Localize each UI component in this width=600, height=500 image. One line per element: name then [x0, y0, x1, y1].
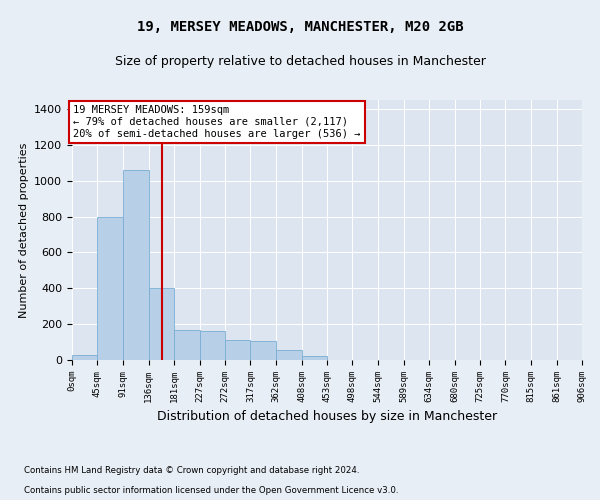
Bar [225, 340, 250, 360]
Text: Size of property relative to detached houses in Manchester: Size of property relative to detached ho… [115, 55, 485, 68]
Bar [174, 330, 200, 360]
Bar [123, 170, 149, 360]
Y-axis label: Number of detached properties: Number of detached properties [19, 142, 29, 318]
Text: Contains public sector information licensed under the Open Government Licence v3: Contains public sector information licen… [24, 486, 398, 495]
X-axis label: Distribution of detached houses by size in Manchester: Distribution of detached houses by size … [157, 410, 497, 424]
Bar [200, 332, 225, 360]
Bar [276, 350, 302, 360]
Bar [302, 356, 327, 360]
Text: Contains HM Land Registry data © Crown copyright and database right 2024.: Contains HM Land Registry data © Crown c… [24, 466, 359, 475]
Bar [97, 216, 123, 360]
Text: 19 MERSEY MEADOWS: 159sqm
← 79% of detached houses are smaller (2,117)
20% of se: 19 MERSEY MEADOWS: 159sqm ← 79% of detac… [73, 106, 361, 138]
Bar [149, 288, 174, 360]
Text: 19, MERSEY MEADOWS, MANCHESTER, M20 2GB: 19, MERSEY MEADOWS, MANCHESTER, M20 2GB [137, 20, 463, 34]
Bar [72, 354, 97, 360]
Bar [250, 341, 276, 360]
